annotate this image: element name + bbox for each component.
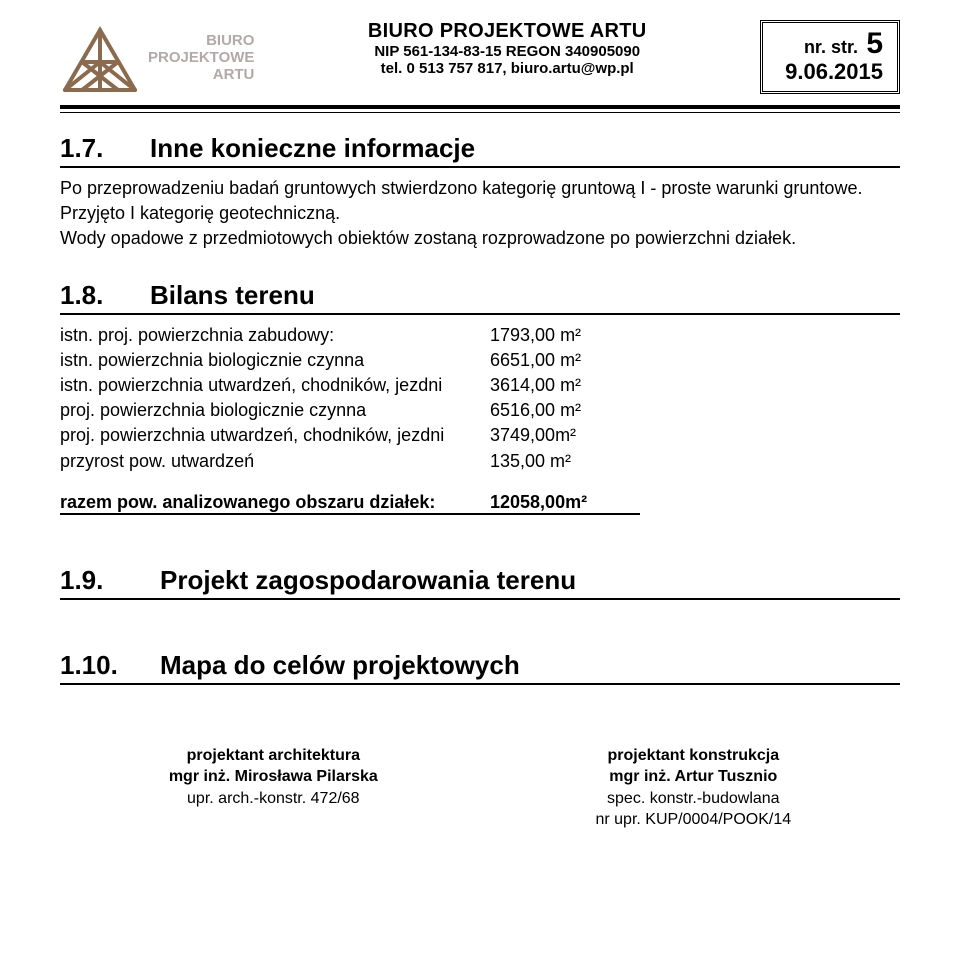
data-value: 135,00 m² — [490, 449, 640, 474]
document-header: BIURO PROJEKTOWE ARTU BIURO PROJEKTOWE A… — [60, 20, 900, 95]
section-1-7-heading: 1.7. Inne konieczne informacje — [60, 133, 900, 168]
data-row: istn. powierzchnia utwardzeń, chodników,… — [60, 373, 900, 398]
footer-signatures: projektant architektura mgr inż. Mirosła… — [60, 745, 900, 831]
footer-right-spec: spec. konstr.-budowlana — [595, 788, 791, 810]
data-label: istn. powierzchnia biologicznie czynna — [60, 348, 490, 373]
data-value: 1793,00 m² — [490, 323, 640, 348]
data-row: istn. proj. powierzchnia zabudowy: 1793,… — [60, 323, 900, 348]
footer-left: projektant architektura mgr inż. Mirosła… — [169, 745, 378, 831]
data-label: proj. powierzchnia utwardzeń, chodników,… — [60, 423, 490, 448]
total-label: razem pow. analizowanego obszaru działek… — [60, 492, 490, 513]
section-1-9-heading: 1.9. Projekt zagospodarowania terenu — [60, 565, 900, 600]
section-1-9-title: Projekt zagospodarowania terenu — [160, 565, 576, 596]
company-title: BIURO PROJEKTOWE ARTU — [254, 20, 760, 43]
section-1-7-body: Po przeprowadzeniu badań gruntowych stwi… — [60, 176, 900, 252]
company-nip: NIP 561-134-83-15 REGON 340905090 — [254, 43, 760, 60]
data-label: przyrost pow. utwardzeń — [60, 449, 490, 474]
data-row: przyrost pow. utwardzeń 135,00 m² — [60, 449, 900, 474]
logo-block: BIURO PROJEKTOWE ARTU — [60, 20, 254, 95]
footer-left-name: mgr inż. Mirosława Pilarska — [169, 766, 378, 788]
logo-text-line3: ARTU — [148, 66, 254, 83]
section-1-10-title: Mapa do celów projektowych — [160, 650, 520, 681]
footer-right: projektant konstrukcja mgr inż. Artur Tu… — [595, 745, 791, 831]
data-row: istn. powierzchnia biologicznie czynna 6… — [60, 348, 900, 373]
data-value: 3749,00m² — [490, 423, 640, 448]
data-value: 3614,00 m² — [490, 373, 640, 398]
data-label: istn. powierzchnia utwardzeń, chodników,… — [60, 373, 490, 398]
page-date: 9.06.2015 — [777, 59, 883, 85]
company-tel: tel. 0 513 757 817, biuro.artu@wp.pl — [254, 60, 760, 77]
page-number: 5 — [866, 27, 883, 60]
data-row: proj. powierzchnia utwardzeń, chodników,… — [60, 423, 900, 448]
data-value: 6516,00 m² — [490, 398, 640, 423]
total-row: razem pow. analizowanego obszaru działek… — [60, 492, 640, 515]
truss-logo-icon — [60, 20, 140, 95]
section-1-10-heading: 1.10. Mapa do celów projektowych — [60, 650, 900, 685]
section-1-8-heading: 1.8. Bilans terenu — [60, 280, 900, 315]
page-number-line: nr. str. 5 — [777, 29, 883, 59]
logo-text-line1: BIURO — [148, 32, 254, 49]
data-label: proj. powierzchnia biologicznie czynna — [60, 398, 490, 423]
footer-left-cred: upr. arch.-konstr. 472/68 — [169, 788, 378, 810]
page-number-box: nr. str. 5 9.06.2015 — [760, 20, 900, 94]
total-value: 12058,00m² — [490, 492, 640, 513]
logo-text-line2: PROJEKTOWE — [148, 49, 254, 66]
header-divider-thick — [60, 105, 900, 109]
data-label: istn. proj. powierzchnia zabudowy: — [60, 323, 490, 348]
footer-left-role: projektant architektura — [169, 745, 378, 767]
section-1-8-title: Bilans terenu — [150, 280, 315, 311]
data-value: 6651,00 m² — [490, 348, 640, 373]
section-1-9-num: 1.9. — [60, 565, 130, 596]
header-divider-thin — [60, 112, 900, 113]
section-1-10-num: 1.10. — [60, 650, 130, 681]
header-center: BIURO PROJEKTOWE ARTU NIP 561-134-83-15 … — [254, 20, 760, 77]
logo-text: BIURO PROJEKTOWE ARTU — [148, 32, 254, 84]
section-1-7-title: Inne konieczne informacje — [150, 133, 475, 164]
footer-right-role: projektant konstrukcja — [595, 745, 791, 767]
page-prefix: nr. str. — [804, 37, 858, 57]
data-row: proj. powierzchnia biologicznie czynna 6… — [60, 398, 900, 423]
footer-right-name: mgr inż. Artur Tusznio — [595, 766, 791, 788]
footer-right-cred: nr upr. KUP/0004/POOK/14 — [595, 809, 791, 831]
section-1-8-num: 1.8. — [60, 280, 120, 311]
section-1-7-num: 1.7. — [60, 133, 120, 164]
